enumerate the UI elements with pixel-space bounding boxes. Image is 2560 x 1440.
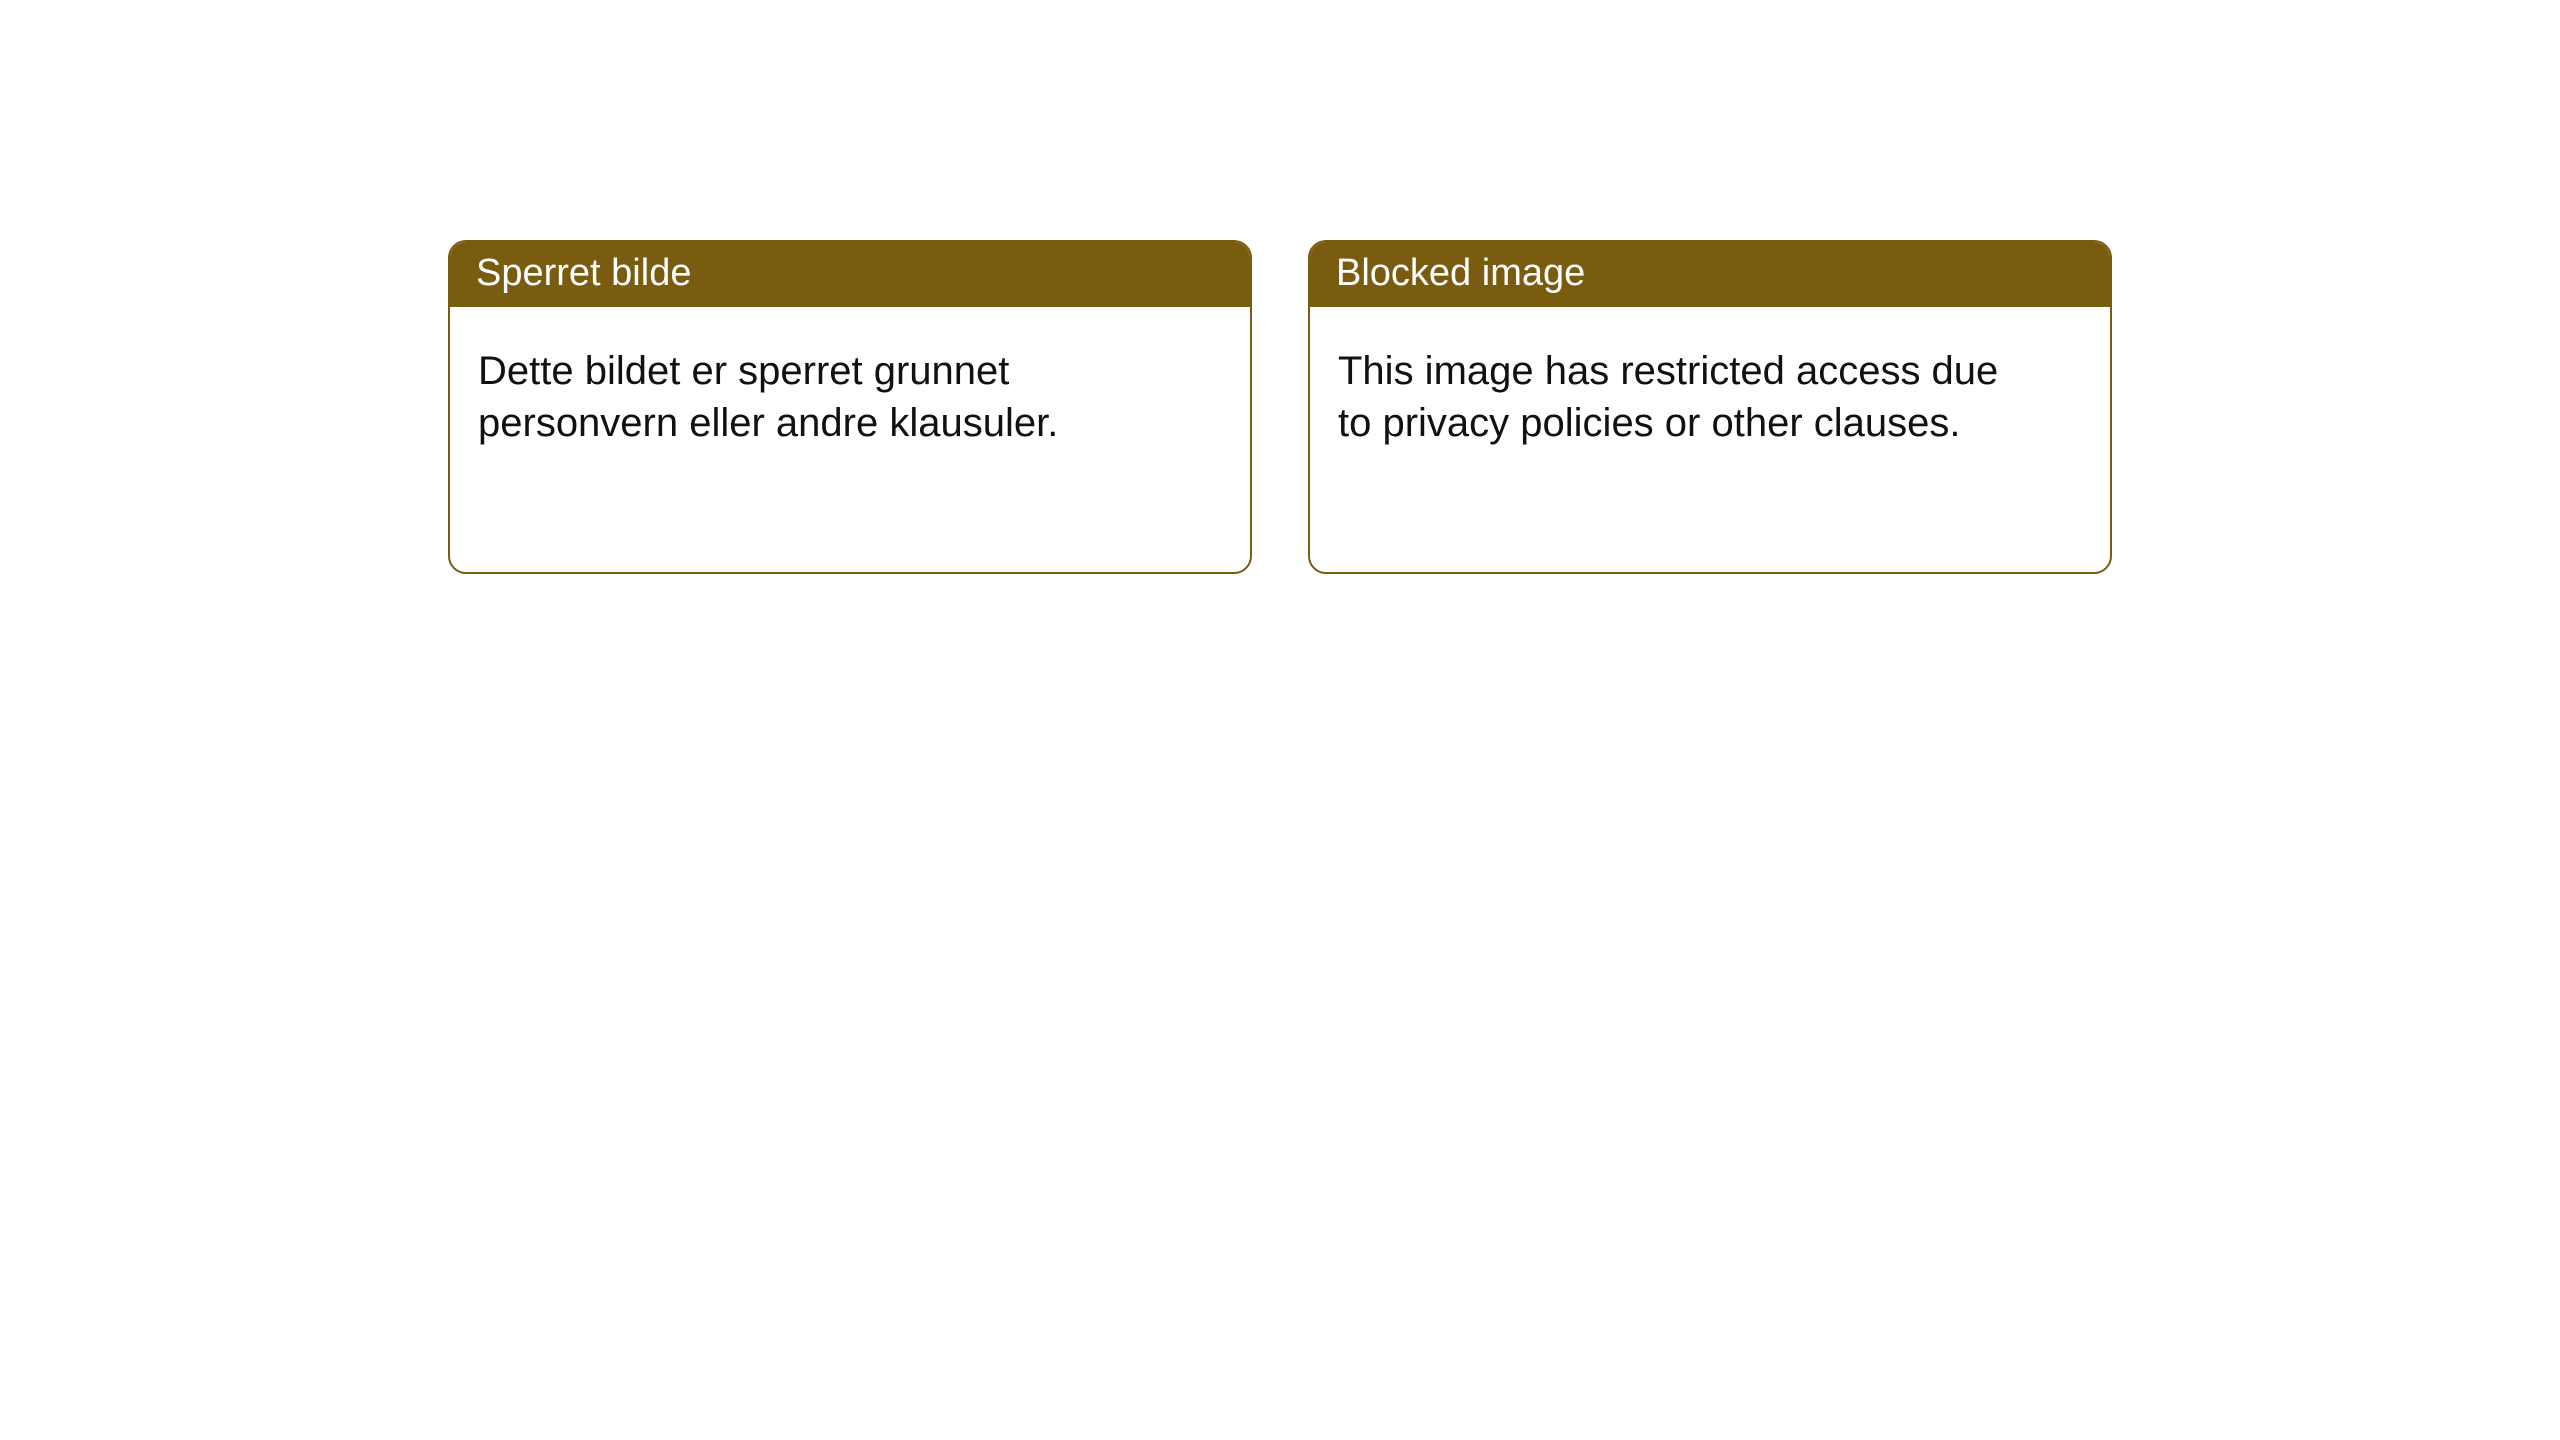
card-body: This image has restricted access due to … xyxy=(1310,307,2030,488)
card-header: Blocked image xyxy=(1310,242,2110,307)
card-body: Dette bildet er sperret grunnet personve… xyxy=(450,307,1170,488)
blocked-image-card-english: Blocked image This image has restricted … xyxy=(1308,240,2112,574)
blocked-image-card-norwegian: Sperret bilde Dette bildet er sperret gr… xyxy=(448,240,1252,574)
card-header: Sperret bilde xyxy=(450,242,1250,307)
notice-container: Sperret bilde Dette bildet er sperret gr… xyxy=(0,0,2560,574)
